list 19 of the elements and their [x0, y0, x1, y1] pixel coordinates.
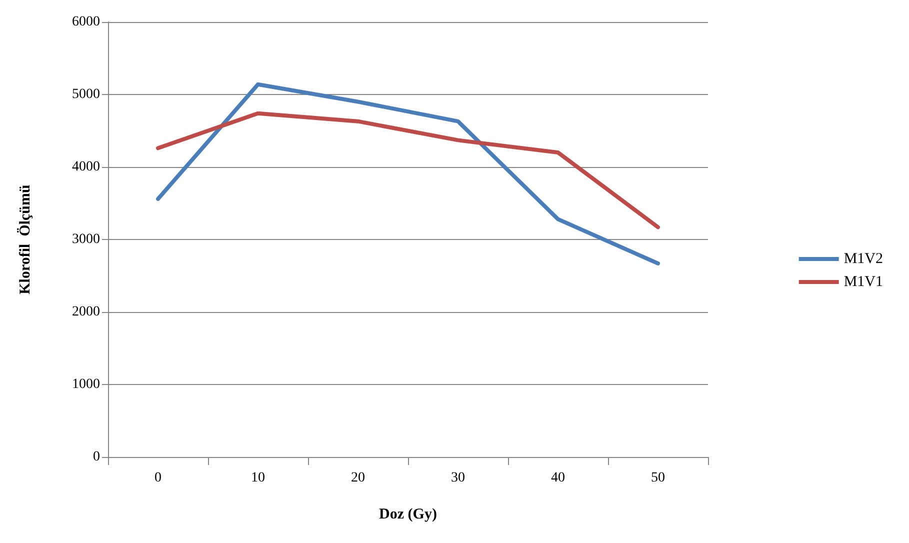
x-tick-label: 50 [651, 470, 665, 486]
y-tick-label: 3000 [72, 232, 100, 247]
x-axis-title: Doz (Gy) [379, 506, 437, 522]
x-tick-label: 40 [551, 470, 565, 486]
x-tick-label: 10 [251, 470, 265, 486]
y-tick-label: 2000 [72, 304, 100, 320]
legend-label: M1V2 [844, 251, 883, 267]
y-tick-label: 0 [93, 450, 100, 464]
x-tick-label: 0 [154, 470, 162, 486]
x-tick-label: 20 [351, 470, 365, 486]
line-series [156, 111, 660, 230]
x-tick-label: 30 [451, 470, 465, 486]
y-tick-label: 6000 [72, 14, 100, 30]
y-tick-label: 4000 [72, 160, 100, 174]
y-axis-title: Klorofil Ölçümü [16, 184, 34, 294]
legend-label: M1V1 [844, 274, 883, 290]
y-tick-label: 1000 [72, 377, 100, 392]
line-series [156, 82, 660, 266]
y-tick-label: 5000 [72, 87, 100, 102]
